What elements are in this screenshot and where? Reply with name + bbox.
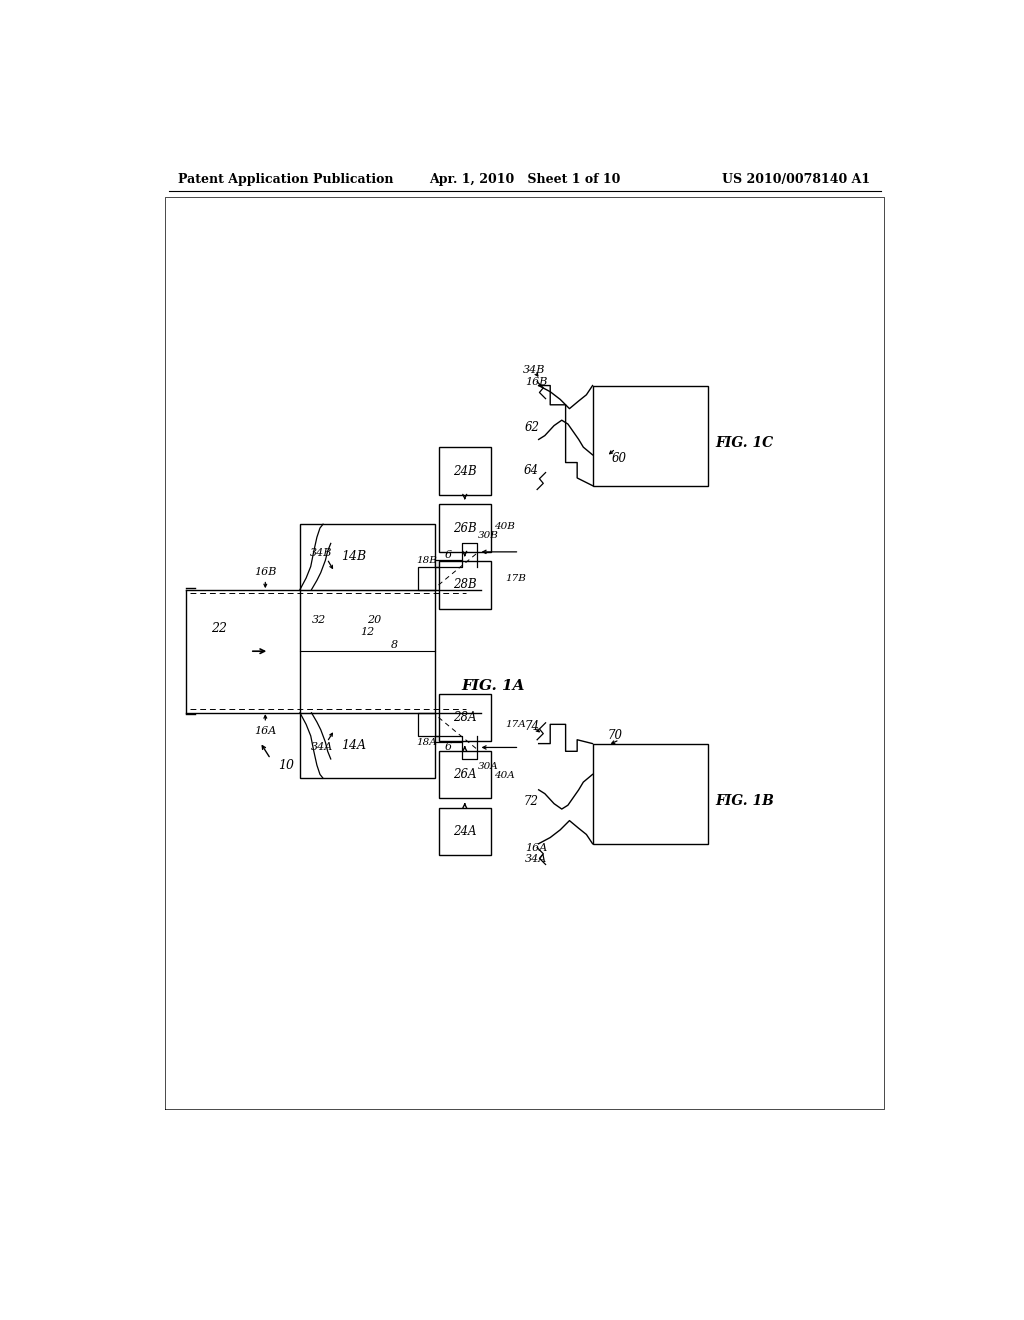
Text: 34A: 34A xyxy=(524,854,547,865)
Text: 18A: 18A xyxy=(416,738,436,747)
Bar xyxy=(300,524,435,779)
Text: 64: 64 xyxy=(523,463,539,477)
Bar xyxy=(438,561,490,609)
Bar xyxy=(438,693,490,742)
Text: 24B: 24B xyxy=(453,465,476,478)
Text: 26B: 26B xyxy=(453,521,476,535)
Bar xyxy=(418,566,435,590)
Text: 40A: 40A xyxy=(494,771,514,780)
Text: 26A: 26A xyxy=(453,768,476,781)
Text: 20: 20 xyxy=(367,615,381,626)
Text: 32: 32 xyxy=(312,615,327,626)
Bar xyxy=(438,504,490,552)
Text: FIG. 1A: FIG. 1A xyxy=(462,678,525,693)
Text: FIG. 1B: FIG. 1B xyxy=(716,795,774,808)
Text: Patent Application Publication: Patent Application Publication xyxy=(178,173,394,186)
Text: 74: 74 xyxy=(524,721,540,733)
Bar xyxy=(438,447,490,495)
Text: 34B: 34B xyxy=(310,548,333,557)
Text: FIG. 1C: FIG. 1C xyxy=(716,437,774,450)
Bar xyxy=(435,560,462,566)
Text: 22: 22 xyxy=(211,622,227,635)
Text: 72: 72 xyxy=(523,795,539,808)
Text: 8: 8 xyxy=(391,640,398,649)
Bar xyxy=(438,751,490,799)
Text: 34B: 34B xyxy=(523,366,546,375)
Text: 18B: 18B xyxy=(416,556,436,565)
Text: 62: 62 xyxy=(524,421,540,434)
Bar xyxy=(593,385,708,486)
Bar xyxy=(438,808,490,855)
Text: 30A: 30A xyxy=(478,762,499,771)
Text: 10: 10 xyxy=(279,759,295,772)
Text: US 2010/0078140 A1: US 2010/0078140 A1 xyxy=(722,173,869,186)
Text: 70: 70 xyxy=(608,730,623,742)
Text: Apr. 1, 2010   Sheet 1 of 10: Apr. 1, 2010 Sheet 1 of 10 xyxy=(429,173,621,186)
Text: 17B: 17B xyxy=(505,574,526,582)
Text: 28A: 28A xyxy=(453,711,476,723)
Bar xyxy=(593,743,708,843)
Text: 16B: 16B xyxy=(524,376,547,387)
Text: 17A: 17A xyxy=(505,719,526,729)
Bar xyxy=(435,737,462,742)
Text: 24A: 24A xyxy=(453,825,476,838)
Text: 28B: 28B xyxy=(453,578,476,591)
Text: 14A: 14A xyxy=(341,739,367,752)
Text: 30B: 30B xyxy=(478,531,499,540)
Bar xyxy=(418,713,435,737)
Text: 12: 12 xyxy=(360,627,375,638)
Text: 16B: 16B xyxy=(254,566,276,577)
Text: 6: 6 xyxy=(444,550,452,560)
Text: 34A: 34A xyxy=(310,742,333,752)
Text: 16A: 16A xyxy=(524,842,547,853)
Text: 16A: 16A xyxy=(254,726,276,735)
Text: 40B: 40B xyxy=(494,521,514,531)
Text: 6: 6 xyxy=(444,742,452,752)
Text: 14B: 14B xyxy=(341,550,367,564)
Text: 60: 60 xyxy=(611,453,627,465)
